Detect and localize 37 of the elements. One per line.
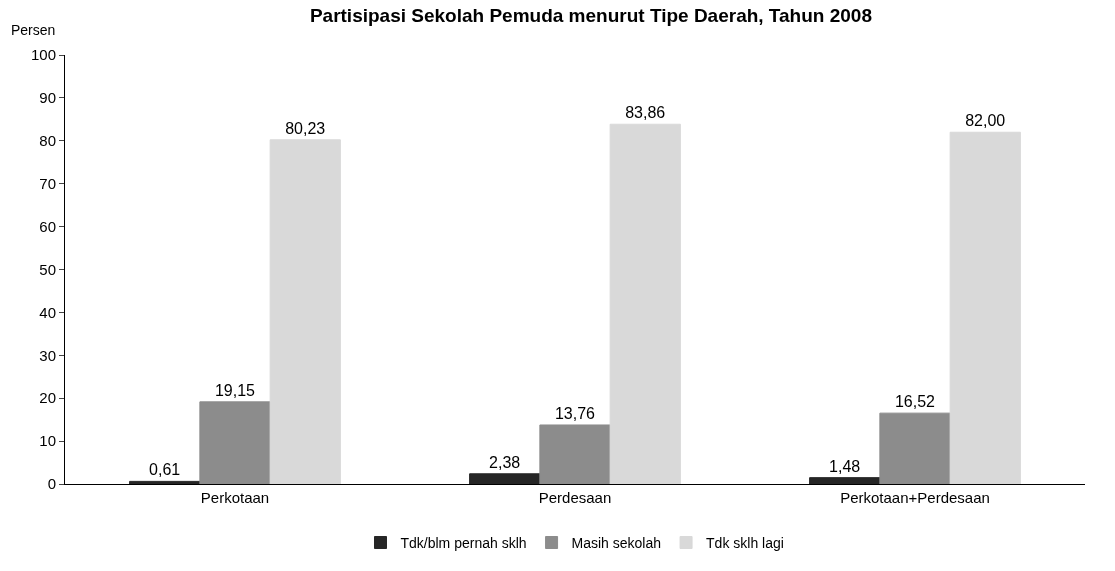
bar <box>949 131 1021 484</box>
y-tick-label: 40 <box>39 303 56 321</box>
y-tick-label: 60 <box>39 217 56 235</box>
data-label: 2,38 <box>489 453 521 471</box>
x-tick-label: Perkotaan+Perdesaan <box>840 489 990 506</box>
bar <box>539 424 611 484</box>
data-label: 83,86 <box>625 104 666 122</box>
y-tick-label: 30 <box>39 346 56 364</box>
data-label: 80,23 <box>285 119 326 137</box>
bar <box>609 123 681 484</box>
bar <box>199 401 271 484</box>
data-label: 1,48 <box>829 457 861 475</box>
y-tick-label: 20 <box>39 389 56 407</box>
y-tick-label: 50 <box>39 260 56 278</box>
bar <box>469 473 541 484</box>
y-tick-label: 80 <box>39 132 56 150</box>
y-tick-label: 100 <box>30 46 56 64</box>
y-tick-label: 10 <box>39 432 56 450</box>
bar <box>269 139 341 484</box>
x-tick-label: Perdesaan <box>538 489 612 506</box>
data-label: 19,15 <box>214 381 256 399</box>
data-label: 16,52 <box>894 393 936 411</box>
legend-label: Tdk sklh lagi <box>706 534 784 551</box>
bar <box>129 480 201 484</box>
data-label: 82,00 <box>965 112 1006 130</box>
bar <box>879 412 951 484</box>
y-axis-title: Persen <box>11 22 56 38</box>
legend-label: Tdk/blm pernah sklh <box>400 534 527 551</box>
legend-label: Masih sekolah <box>571 534 662 551</box>
y-tick-label: 70 <box>39 174 56 192</box>
bar <box>809 477 881 484</box>
data-label: 13,76 <box>554 404 596 422</box>
chart-title: Partisipasi Sekolah Pemuda menurut Tipe Daerah, Tahun 2008 <box>309 4 872 26</box>
data-label: 0,61 <box>149 461 181 479</box>
x-tick-label: Perkotaan <box>200 489 270 506</box>
y-tick-label: 0 <box>47 475 56 493</box>
y-tick-label: 90 <box>39 89 56 107</box>
